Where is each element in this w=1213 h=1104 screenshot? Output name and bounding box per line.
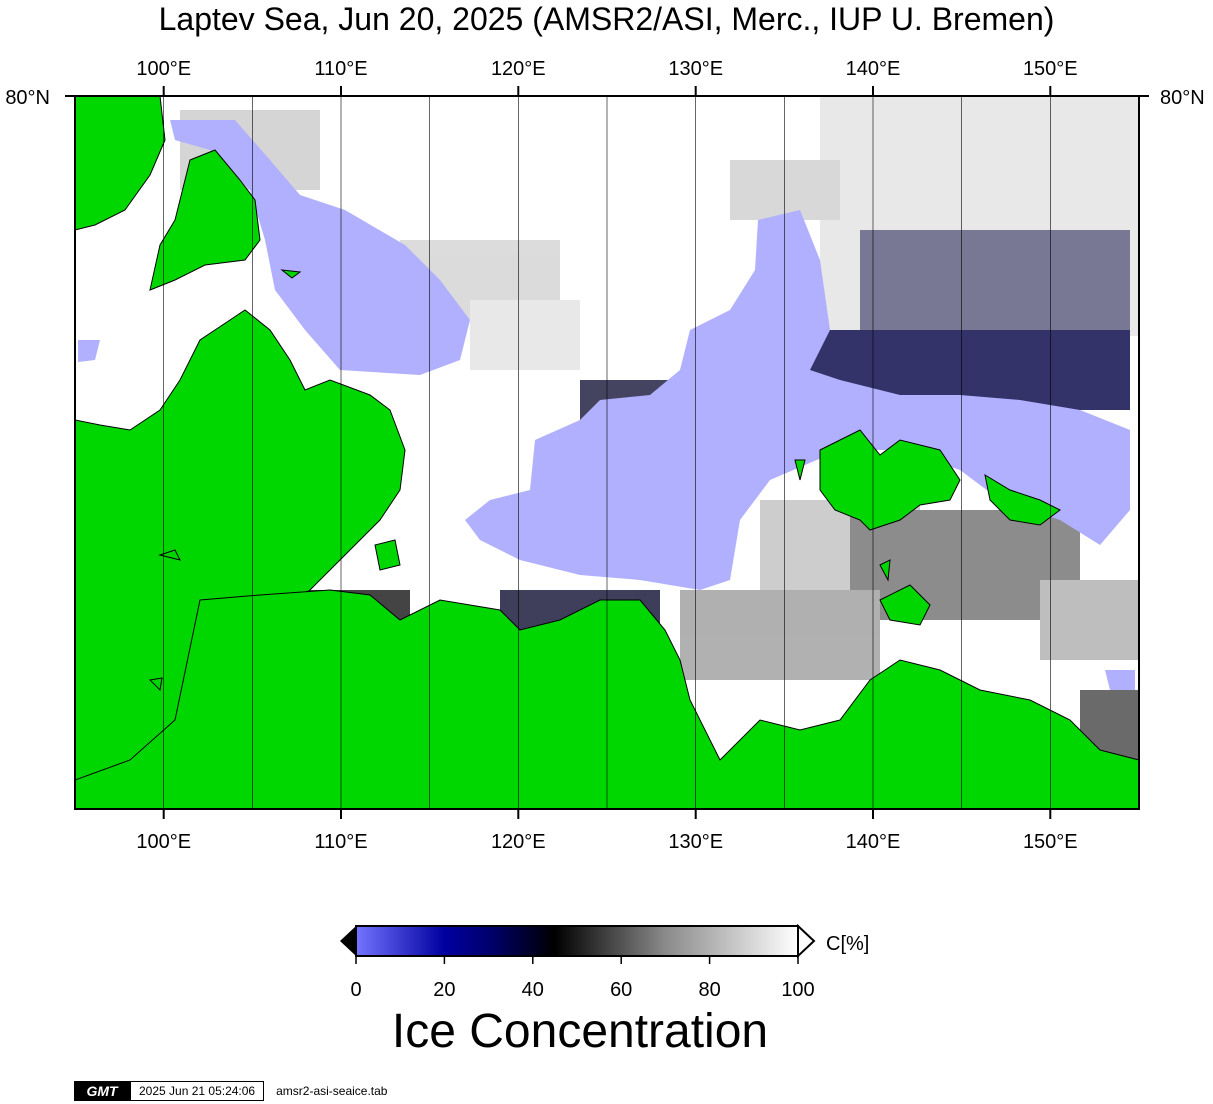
open-water-areas — [78, 120, 1135, 690]
colorbar-gradient — [355, 925, 799, 957]
colorbar-min-arrow — [340, 926, 356, 956]
stamp-filename: amsr2-asi-seaice.tab — [276, 1084, 388, 1098]
colorbar-tick-label: 0 — [350, 979, 361, 1000]
colorbar-tick-label: 100 — [781, 979, 814, 1000]
lon-label-bottom: 120°E — [491, 831, 546, 853]
colorbar: 0 20 40 60 80 100 C[%] — [340, 923, 869, 1000]
lon-label-bottom: 140°E — [846, 831, 901, 853]
colorbar-ticks — [355, 956, 799, 964]
map-canvas — [75, 96, 1139, 809]
gmt-timestamp: GMT 2025 Jun 21 05:24:06 amsr2-asi-seaic… — [74, 1081, 387, 1101]
lat-label-left: 80°N — [5, 87, 50, 109]
lon-label-bottom: 150°E — [1023, 831, 1078, 853]
colorbar-tick-label: 40 — [522, 979, 544, 1000]
colorbar-max-arrow — [797, 923, 816, 959]
map-title: Laptev Sea, Jun 20, 2025 (AMSR2/ASI, Mer… — [158, 1, 1055, 37]
lon-ticks — [162, 86, 1052, 819]
lon-label-top: 140°E — [846, 58, 901, 80]
lon-label-top: 120°E — [491, 58, 546, 80]
lon-labels-bottom: 100°E 110°E 120°E 130°E 140°E 150°E — [136, 831, 1077, 853]
lat-label-right: 80°N — [1160, 87, 1205, 109]
lon-label-top: 150°E — [1023, 58, 1078, 80]
lon-label-bottom: 130°E — [668, 831, 723, 853]
colorbar-tick-label: 80 — [698, 979, 720, 1000]
colorbar-unit-label: C[%] — [826, 933, 869, 955]
colorbar-title: Ice Concentration — [391, 1005, 769, 1058]
graticule-meridians — [163, 96, 1051, 809]
colorbar-tick-label: 20 — [433, 979, 455, 1000]
lon-label-bottom: 100°E — [136, 831, 191, 853]
lon-label-top: 110°E — [314, 58, 367, 80]
stamp-datetime: 2025 Jun 21 05:24:06 — [130, 1081, 265, 1101]
ice-concentration-shading — [180, 96, 1139, 760]
colorbar-tick-label: 60 — [610, 979, 632, 1000]
lon-label-bottom: 110°E — [314, 831, 367, 853]
lon-label-top: 130°E — [668, 58, 723, 80]
lon-labels-top: 100°E 110°E 120°E 130°E 140°E 150°E — [136, 58, 1077, 80]
map-frame — [74, 95, 1140, 810]
lon-label-top: 100°E — [136, 58, 191, 80]
gmt-logo: GMT — [74, 1081, 130, 1101]
sea-ice-map: 80°N 80°N 100°E 110°E 120°E 130°E 140°E … — [5, 58, 1205, 1000]
